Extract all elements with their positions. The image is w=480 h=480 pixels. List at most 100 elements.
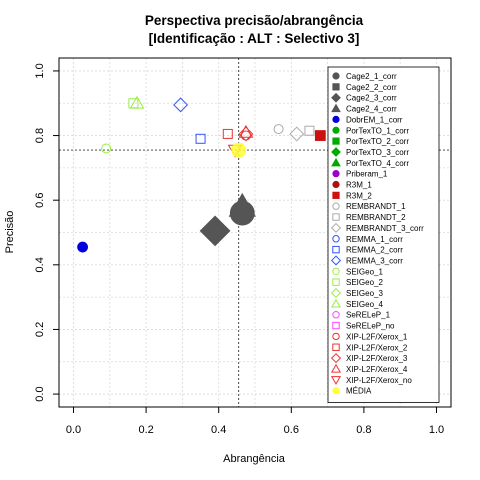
legend-label: R3M_1 xyxy=(346,181,372,190)
legend-label: XIP-L2F/Xerox_2 xyxy=(346,343,408,352)
legend-label: R3M_2 xyxy=(346,191,372,200)
legend-marker xyxy=(330,287,342,299)
legend-marker xyxy=(332,202,340,210)
legend-marker xyxy=(332,137,340,145)
point-rembrandt-3-corr xyxy=(289,126,305,142)
chart-subtitle: [Identificação : ALT : Selectivo 3] xyxy=(149,31,360,46)
legend-entry: PorTexTO_1_corr xyxy=(332,126,409,135)
legend-marker xyxy=(332,72,340,80)
legend-entry: XIP-L2F/Xerox_2 xyxy=(332,343,408,352)
legend-label: REMBRANDT_2 xyxy=(346,213,406,222)
legend-entry: SeRELeP_1 xyxy=(332,311,391,320)
legend-entry: DobrEM_1_corr xyxy=(332,115,403,124)
legend-marker xyxy=(332,213,340,221)
legend-label: REMMA_3_corr xyxy=(346,256,403,265)
x-tick-label: 1.0 xyxy=(429,424,444,436)
y-tick-label: 0.6 xyxy=(34,193,46,208)
legend-label: SEIGeo_1 xyxy=(346,267,383,276)
legend-label: SEIGeo_2 xyxy=(346,278,383,287)
y-tick-label: 1.0 xyxy=(34,63,46,78)
point-seigeo-1 xyxy=(101,143,112,154)
legend-label: Cage2_3_corr xyxy=(346,94,397,103)
legend-entry: XIP-L2F/Xerox_3 xyxy=(330,353,408,364)
legend-marker xyxy=(332,278,340,286)
legend-entry: R3M_2 xyxy=(332,191,372,200)
point-m-dia xyxy=(231,142,247,158)
x-tick-label: 0.6 xyxy=(284,424,299,436)
y-tick-label: 0.8 xyxy=(34,128,46,143)
legend-entry: REMMA_2_corr xyxy=(332,245,403,255)
legend-marker xyxy=(332,321,340,330)
legend-entry: Cage2_3_corr xyxy=(331,92,397,103)
legend-marker xyxy=(332,126,340,134)
legend-label: REMBRANDT_3_corr xyxy=(346,224,424,233)
point-xip-l2f-xerox-4 xyxy=(238,124,254,138)
point-remma-2-corr xyxy=(195,133,206,144)
legend-entry: XIP-L2F/Xerox_no xyxy=(330,376,412,385)
x-axis-label: Abrangência xyxy=(223,453,286,465)
legend-label: SEIGeo_4 xyxy=(346,300,383,309)
legend-marker xyxy=(330,376,342,385)
legend-marker xyxy=(330,222,342,233)
legend-label: XIP-L2F/Xerox_4 xyxy=(346,365,408,374)
legend-marker xyxy=(332,115,340,124)
x-tick-label: 0.2 xyxy=(138,424,153,436)
legend-label: Cage2_4_corr xyxy=(346,105,397,114)
legend-label: SeRELeP_1 xyxy=(346,311,391,320)
legend-marker xyxy=(332,343,340,351)
legend-label: Cage2_2_corr xyxy=(346,83,397,92)
legend-marker xyxy=(332,83,340,91)
point-remma-3-corr xyxy=(173,97,189,113)
legend-entry: Cage2_1_corr xyxy=(332,72,397,81)
legend: Cage2_1_corr Cage2_2_corr Cage2_3_corr Cage… xyxy=(327,66,440,403)
legend-entry: PorTexTO_4_corr xyxy=(331,157,409,168)
legend-label: Priberam_1 xyxy=(346,170,388,179)
y-axis-label: Precisão xyxy=(4,211,16,254)
legend-entry: SeRELeP_no xyxy=(332,321,395,331)
legend-entry: REMBRANDT_2 xyxy=(332,213,406,222)
point-cage2-3-corr xyxy=(199,215,231,247)
legend-entry: R3M_1 xyxy=(332,180,372,190)
legend-label: XIP-L2F/Xerox_3 xyxy=(346,354,408,363)
point-xip-l2f-xerox-3 xyxy=(238,126,254,142)
legend-entry: XIP-L2F/Xerox_4 xyxy=(330,363,408,374)
legend-entry: Priberam_1 xyxy=(332,170,388,179)
legend-label: PorTexTO_1_corr xyxy=(346,126,409,135)
legend-label: XIP-L2F/Xerox_no xyxy=(346,376,412,385)
legend-marker xyxy=(331,103,341,113)
legend-entry: REMBRANDT_1 xyxy=(332,202,406,211)
legend-marker xyxy=(331,147,341,157)
legend-marker xyxy=(332,387,340,395)
legend-label: DobrEM_1_corr xyxy=(346,115,403,124)
legend-label: SEIGeo_3 xyxy=(346,289,383,298)
legend-marker xyxy=(332,235,340,243)
point-dobrem-1-corr xyxy=(77,241,88,253)
legend-label: Cage2_1_corr xyxy=(346,72,397,81)
point-xip-l2f-xerox-2 xyxy=(222,128,233,139)
grid xyxy=(59,58,451,407)
point-r3m-2 xyxy=(314,130,326,141)
legend-entry: Cage2_2_corr xyxy=(332,83,397,92)
legend-label: REMMA_2_corr xyxy=(346,246,403,255)
legend-marker xyxy=(332,245,340,254)
legend-label: SeRELeP_no xyxy=(346,322,395,331)
legend-label: XIP-L2F/Xerox_1 xyxy=(346,332,408,341)
x-axis: 0.0 0.2 0.4 0.6 0.8 1.0 xyxy=(66,407,444,436)
legend-label: PorTexTO_2_corr xyxy=(346,137,409,146)
legend-marker xyxy=(331,92,341,103)
legend-label: PorTexTO_4_corr xyxy=(346,159,409,168)
legend-label: PorTexTO_3_corr xyxy=(346,148,409,157)
x-tick-label: 0.0 xyxy=(66,424,81,436)
legend-marker xyxy=(330,255,342,266)
legend-marker xyxy=(331,157,341,167)
data-points xyxy=(77,95,326,253)
legend-marker xyxy=(332,170,340,178)
legend-entry: SEIGeo_2 xyxy=(332,278,383,287)
legend-entry: Cage2_4_corr xyxy=(331,103,397,114)
legend-marker xyxy=(332,180,340,189)
legend-label: MÉDIA xyxy=(346,387,372,396)
point-rembrandt-2 xyxy=(304,125,315,136)
legend-entry: REMMA_3_corr xyxy=(330,255,403,266)
legend-entry: MÉDIA xyxy=(332,387,372,396)
